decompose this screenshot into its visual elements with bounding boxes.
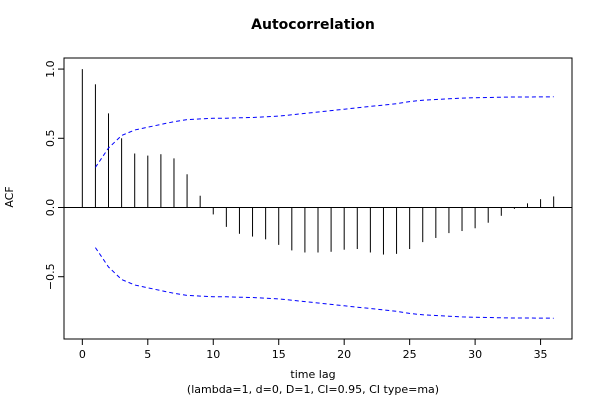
x-tick-label: 30 [468,348,482,361]
plot-area [64,69,572,319]
x-tick-label: 10 [206,348,220,361]
x-axis-label: time lag [290,368,335,381]
x-tick-label: 5 [144,348,151,361]
x-tick-label: 20 [337,348,351,361]
y-axis-label: ACF [3,186,16,207]
x-tick-label: 25 [403,348,417,361]
x-tick-label: 35 [534,348,548,361]
ci-upper-line [94,96,554,168]
y-tick-label: 1.0 [44,60,57,78]
x-tick-label: 15 [272,348,286,361]
chart-title: Autocorrelation [251,17,375,33]
plot-frame [63,57,573,340]
y-axis: −0.5 0.0 0.5 1.0 [44,60,65,290]
x-axis: 0 5 10 15 20 25 30 35 [79,338,548,361]
ci-lower-line [94,247,554,319]
y-tick-label: −0.5 [44,263,57,290]
y-tick-label: 0.0 [44,199,57,217]
x-tick-label: 0 [79,348,86,361]
x-axis-subtitle: (lambda=1, d=0, D=1, CI=0.95, CI type=ma… [187,383,439,396]
y-tick-label: 0.5 [44,130,57,148]
